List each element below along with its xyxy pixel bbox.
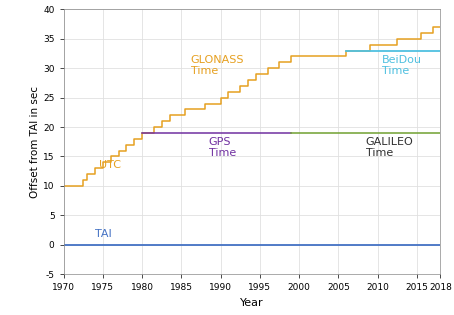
Y-axis label: Offset from TAI in sec: Offset from TAI in sec: [30, 86, 40, 198]
Text: GPS
Time: GPS Time: [209, 137, 236, 158]
Text: TAI: TAI: [95, 229, 112, 239]
X-axis label: Year: Year: [240, 298, 264, 308]
Text: UTC: UTC: [99, 160, 121, 170]
Text: BeiDou
Time: BeiDou Time: [381, 54, 421, 76]
Text: GALILEO
Time: GALILEO Time: [366, 137, 414, 158]
Text: GLONASS
Time: GLONASS Time: [191, 54, 244, 76]
